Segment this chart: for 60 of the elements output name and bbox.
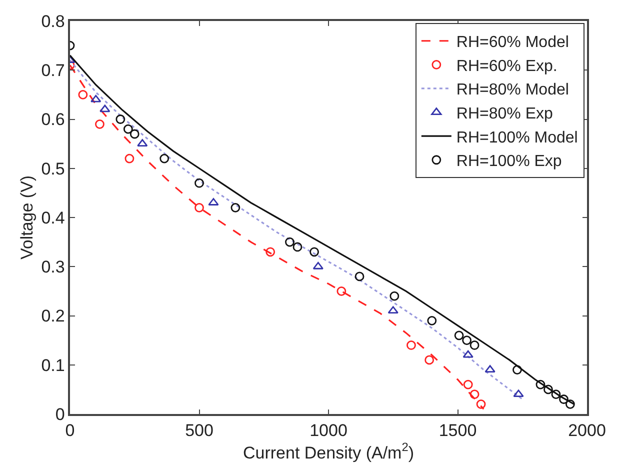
- point: [95, 119, 104, 129]
- point: [470, 340, 480, 350]
- point: [194, 178, 204, 188]
- point: [310, 247, 319, 257]
- point: [406, 340, 416, 350]
- point: [354, 272, 364, 282]
- point: [336, 286, 346, 296]
- point: [194, 202, 204, 212]
- point: [230, 202, 240, 212]
- x-tick-label: 500: [185, 421, 214, 440]
- legend-label: RH=100% Exp: [456, 153, 562, 170]
- y-tick-label: 0: [55, 404, 65, 424]
- point: [388, 306, 398, 314]
- point: [559, 394, 568, 404]
- point: [90, 94, 102, 102]
- y-tick-label: 0.2: [41, 306, 65, 326]
- point: [285, 237, 294, 247]
- point: [124, 154, 134, 164]
- y-tick-label: 0.6: [41, 110, 65, 130]
- point: [266, 247, 276, 257]
- point: [292, 242, 302, 252]
- y-tick-label: 0.8: [41, 12, 65, 31]
- x-axis-title: Current Density (A/m$^{2}$): [243, 440, 414, 462]
- point: [100, 104, 110, 112]
- x-tick-label: 1000: [310, 421, 348, 440]
- legend-label: RH=100% Model: [456, 129, 578, 146]
- point: [513, 390, 524, 398]
- point: [551, 390, 561, 400]
- point: [130, 129, 140, 139]
- point: [137, 139, 148, 147]
- point: [160, 154, 170, 164]
- point: [424, 355, 434, 365]
- legend-label: RH=80% Model: [456, 82, 569, 99]
- x-tick-label: 2000: [568, 421, 606, 440]
- point: [454, 330, 464, 340]
- y-tick-label: 0.1: [41, 356, 65, 375]
- legend-label: RH=80% Exp: [456, 106, 554, 123]
- point: [512, 365, 522, 374]
- point: [390, 291, 400, 301]
- point: [427, 316, 437, 326]
- point: [463, 380, 473, 390]
- legend-label: RH=60% Model: [456, 34, 569, 52]
- y-tick-label: 0.7: [41, 61, 65, 80]
- point: [544, 384, 553, 394]
- y-tick-label: 0.3: [41, 258, 65, 277]
- point: [123, 124, 133, 134]
- x-tick-label: 1500: [438, 421, 477, 440]
- point: [566, 399, 575, 409]
- point: [476, 399, 486, 409]
- y-tick-label: 0.4: [41, 208, 65, 228]
- point: [536, 380, 546, 390]
- point: [78, 90, 88, 100]
- point: [470, 390, 480, 400]
- y-tick-label: 0.5: [41, 159, 65, 178]
- legend-label: RH=60% Exp.: [456, 58, 558, 75]
- point: [116, 114, 126, 124]
- point: [312, 262, 324, 270]
- y-axis-title: Voltage (V): [17, 175, 36, 260]
- point: [462, 336, 472, 346]
- point: [462, 350, 474, 358]
